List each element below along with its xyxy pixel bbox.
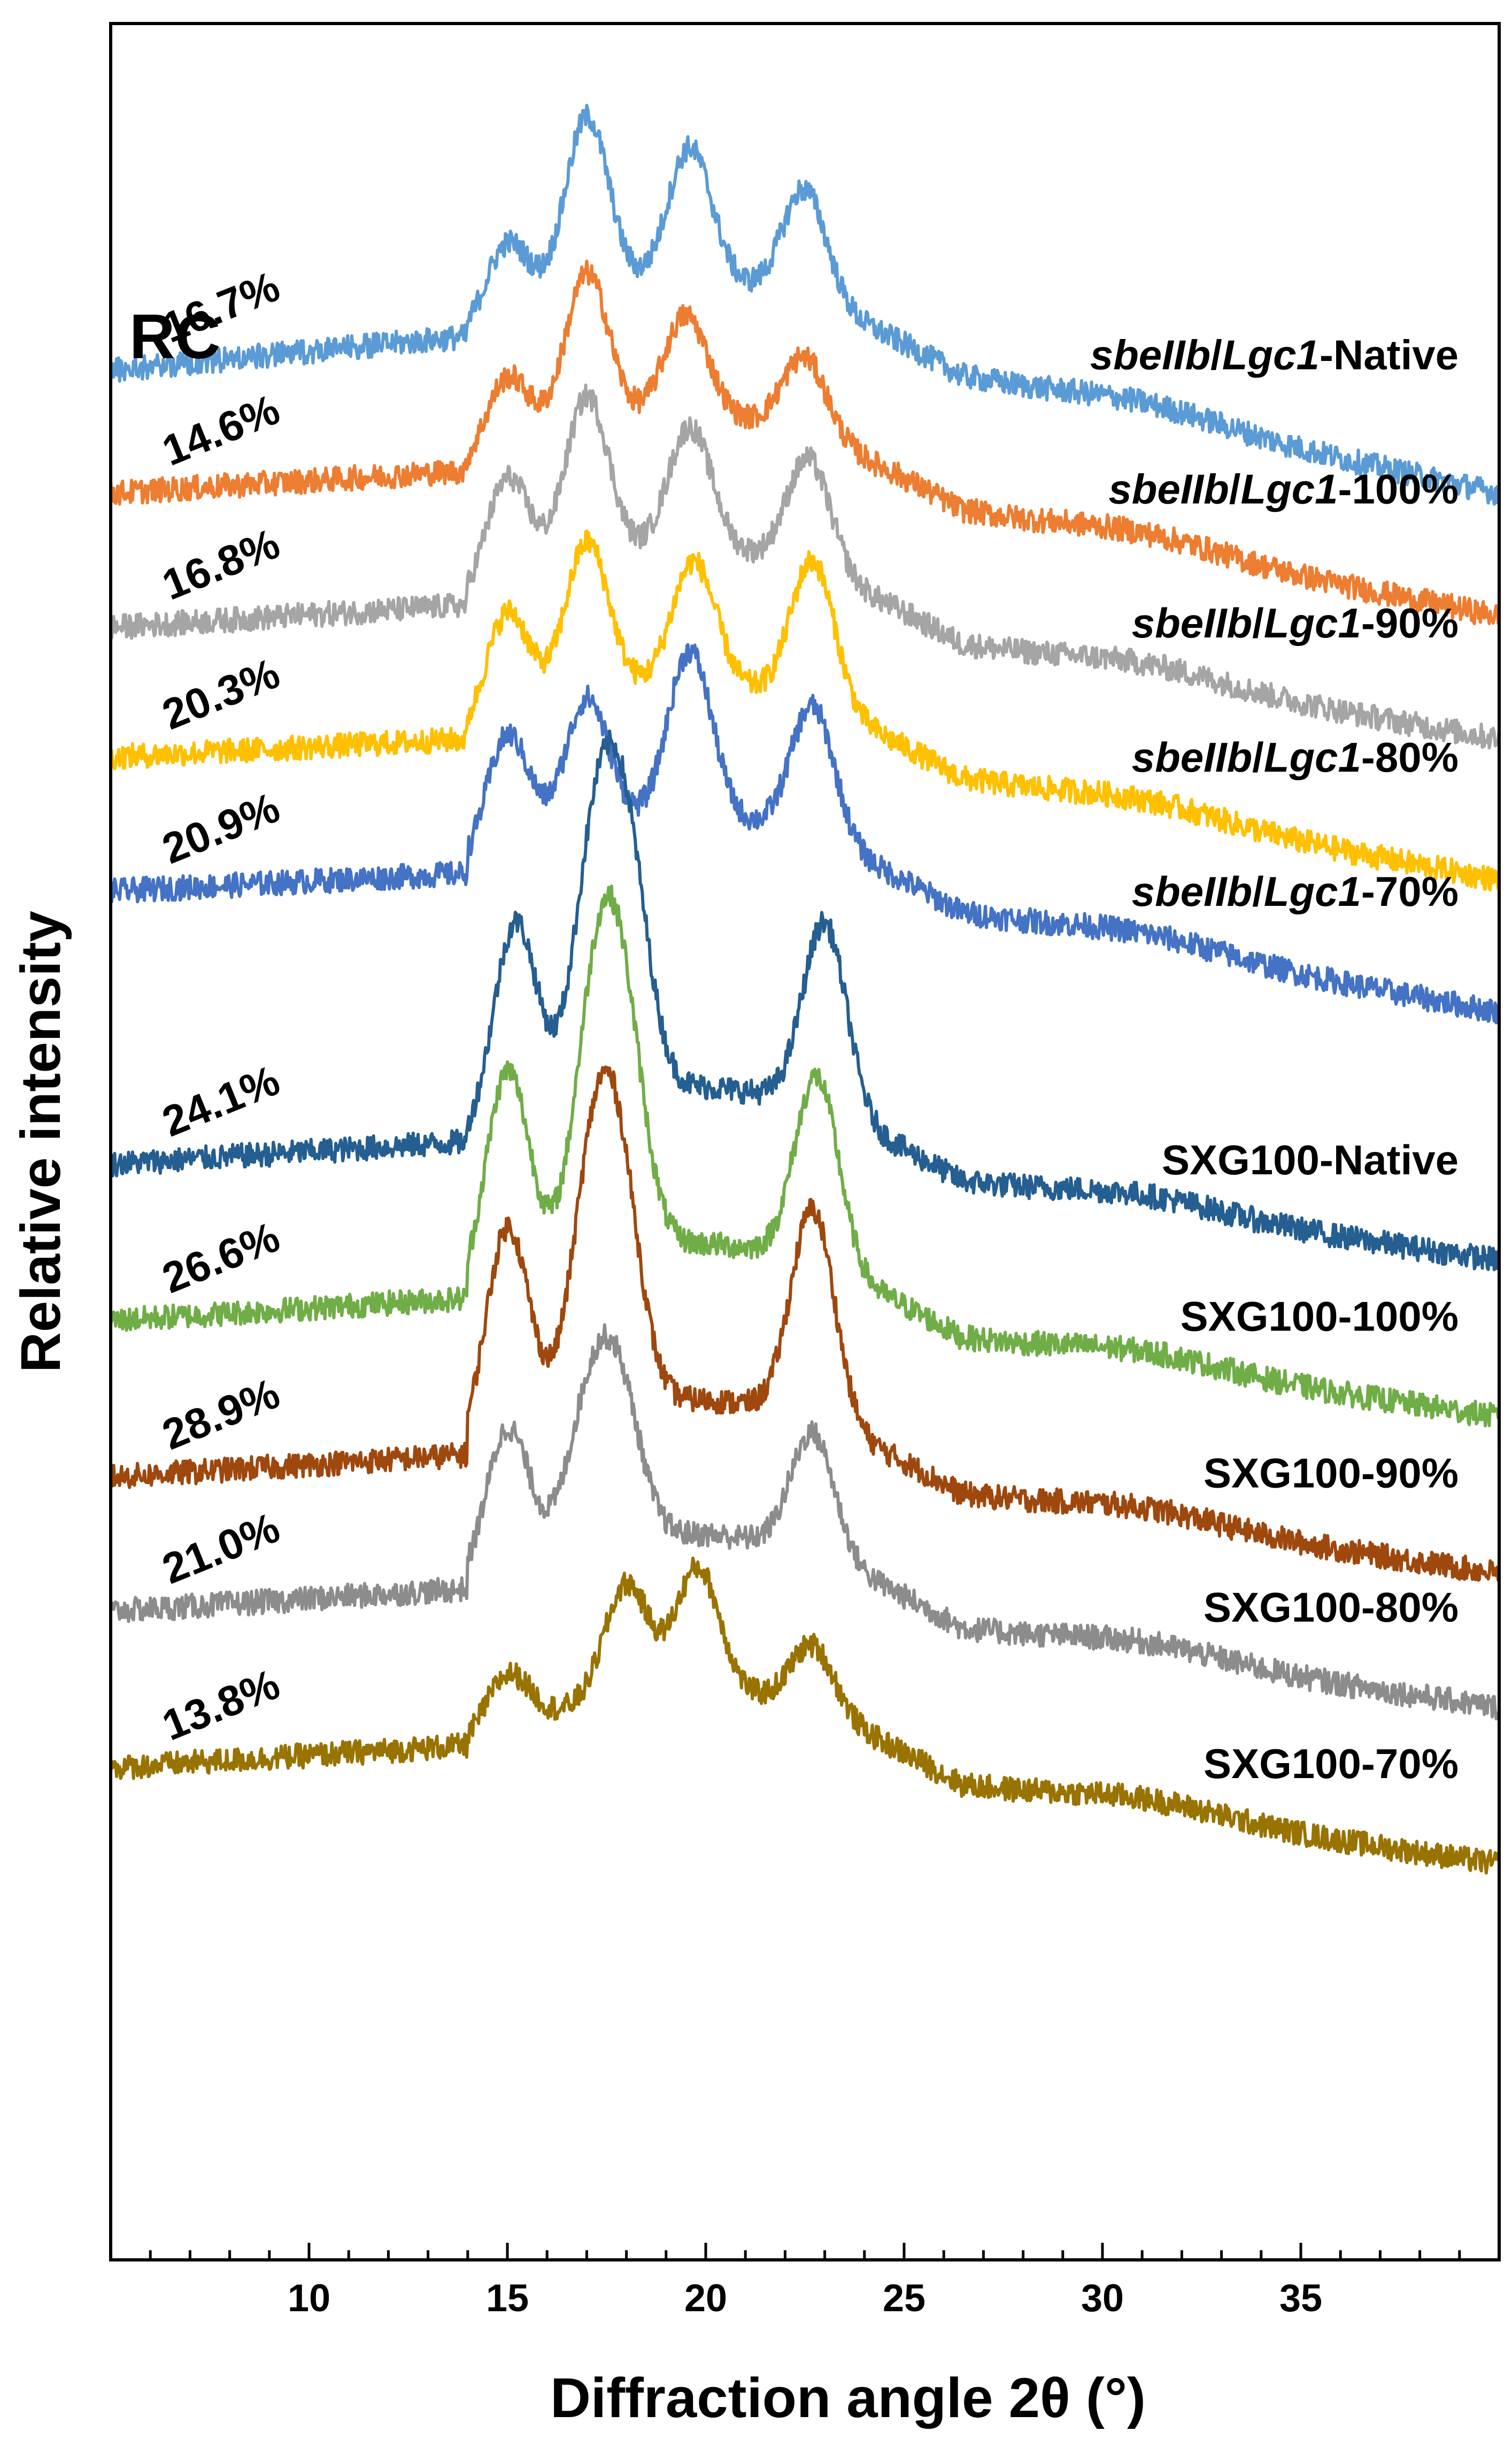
series-line-7 bbox=[109, 1065, 1501, 1582]
series-line-1 bbox=[109, 259, 1501, 626]
series-line-9 bbox=[109, 1556, 1501, 1875]
series-label-5: SXG100-Native bbox=[1162, 1136, 1459, 1183]
series-label-7: SXG100-90% bbox=[1204, 1449, 1459, 1496]
panel-label: RC bbox=[129, 302, 220, 372]
x-tick-label-15: 15 bbox=[486, 2277, 529, 2320]
series-label-6: SXG100-100% bbox=[1181, 1293, 1459, 1340]
series-label-0: sbeIIb/Lgc1-Native bbox=[1090, 331, 1459, 378]
series-line-8 bbox=[109, 1323, 1501, 1721]
x-tick-label-30: 30 bbox=[1081, 2277, 1124, 2320]
x-tick-label-10: 10 bbox=[288, 2277, 330, 2320]
series-line-4 bbox=[109, 643, 1500, 1025]
x-axis-title: Diffraction angle 2θ (°) bbox=[550, 2367, 1146, 2429]
series-line-0 bbox=[109, 104, 1500, 506]
x-tick-label-25: 25 bbox=[883, 2277, 925, 2320]
plot-frame bbox=[109, 22, 1501, 2261]
series-curves bbox=[109, 104, 1501, 1875]
series-line-5 bbox=[109, 729, 1501, 1272]
series-label-2: sbeIIb/Lgc1-90% bbox=[1132, 599, 1459, 647]
y-axis-title: Relative intensity bbox=[10, 911, 72, 1373]
series-line-6 bbox=[109, 884, 1500, 1428]
series-label-1: sbeIIb/Lgc1-100% bbox=[1108, 465, 1459, 512]
x-tick-label-20: 20 bbox=[684, 2277, 727, 2320]
series-line-3 bbox=[109, 529, 1501, 892]
series-label-4: sbeIIb/Lgc1-70% bbox=[1132, 868, 1459, 915]
series-line-2 bbox=[109, 383, 1501, 750]
x-tick-label-35: 35 bbox=[1279, 2277, 1322, 2320]
series-label-8: SXG100-80% bbox=[1204, 1583, 1459, 1630]
series-label-3: sbeIIb/Lgc1-80% bbox=[1132, 734, 1459, 781]
series-label-9: SXG100-70% bbox=[1204, 1740, 1459, 1787]
x-axis-ticks: 10 15 20 25 30 35 bbox=[149, 2243, 1461, 2320]
